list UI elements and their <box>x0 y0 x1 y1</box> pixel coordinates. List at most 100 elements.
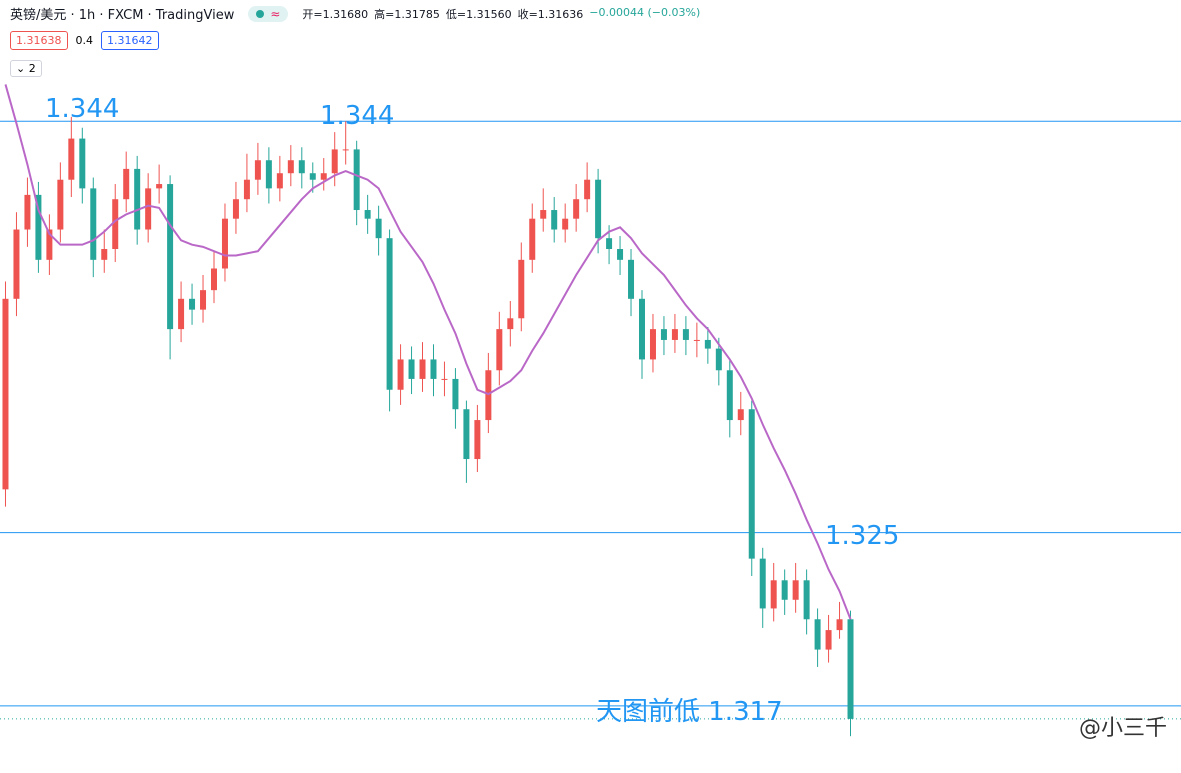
indicator-toggle[interactable]: ⌄ 2 <box>10 60 42 77</box>
candle-body <box>737 409 744 421</box>
candle-body <box>375 218 382 239</box>
candle-body <box>2 298 9 490</box>
spread: 0.4 <box>75 34 94 47</box>
candle-body <box>79 138 86 189</box>
candle-body <box>24 194 31 230</box>
candle-body <box>320 173 327 180</box>
candle-body <box>419 359 426 379</box>
close: 收=1.31636 <box>517 7 584 21</box>
candle-body <box>803 580 810 620</box>
candle-body <box>496 329 503 371</box>
candle-body <box>353 149 360 211</box>
candle-body <box>298 160 305 174</box>
candle-body <box>156 184 163 189</box>
annotation: 1.344 <box>320 101 394 131</box>
candle-body <box>529 218 536 260</box>
candle-body <box>287 160 294 174</box>
candle-body <box>134 168 141 230</box>
candle-body <box>606 238 613 250</box>
candle-body <box>342 149 349 151</box>
candle-body <box>254 160 261 180</box>
candle-body <box>639 298 645 360</box>
candle-body <box>167 184 174 330</box>
candle-body <box>781 580 788 600</box>
quote-row: 1.31638 0.4 1.31642 <box>10 31 159 50</box>
candle-body <box>595 179 602 239</box>
candle-body <box>715 348 722 371</box>
candle-body <box>485 370 492 421</box>
candle-body <box>276 173 283 189</box>
candle-body <box>748 409 755 559</box>
candle-body <box>200 290 207 310</box>
change: −0.00044 (−0.03%) <box>589 5 701 19</box>
low: 低=1.31560 <box>445 7 512 21</box>
candle-body <box>507 318 514 330</box>
candle-body <box>628 259 635 299</box>
candle-body <box>221 218 228 269</box>
annotation: 天图前低 1.317 <box>596 697 783 727</box>
candle-body <box>331 149 338 174</box>
status[interactable]: ≈ <box>248 5 289 22</box>
candle-body <box>364 210 371 219</box>
ask[interactable]: 1.31642 <box>101 31 159 50</box>
watermark: @小三千 <box>1078 716 1167 741</box>
candle-body <box>46 229 53 260</box>
annotation: 1.325 <box>825 521 899 551</box>
candle-body <box>430 359 437 379</box>
high: 高=1.31785 <box>374 7 440 21</box>
candle-body <box>189 298 196 310</box>
candle-body <box>408 359 415 379</box>
candle-body <box>649 329 656 360</box>
candle-body <box>584 179 591 200</box>
candle-body <box>562 218 569 230</box>
candle-body <box>309 173 316 180</box>
candle-body <box>90 188 97 260</box>
ohlc: 开=1.31680 高=1.31785 低=1.31560 收=1.31636 … <box>302 6 700 22</box>
candle-body <box>243 179 250 200</box>
header: 英镑/美元 · 1h · FXCM · TradingView ≈ 开=1.31… <box>10 4 700 23</box>
candle-body <box>211 268 217 291</box>
candle-body <box>693 339 700 341</box>
symbol: 英镑/美元 · 1h · FXCM · TradingView <box>10 8 235 23</box>
candle-body <box>518 259 525 319</box>
candle-body <box>68 138 75 180</box>
open: 开=1.31680 <box>302 7 369 21</box>
candle-body <box>704 339 711 349</box>
candle-body <box>726 370 733 421</box>
candle-body <box>35 194 42 260</box>
candle-body <box>540 210 547 219</box>
candle-body <box>847 619 854 719</box>
candle-body <box>101 249 108 260</box>
candle-body <box>836 619 843 631</box>
candle-body <box>825 630 832 650</box>
candle-body <box>123 168 130 200</box>
candle-body <box>178 298 185 330</box>
candle-body <box>112 199 119 250</box>
candle-body <box>792 580 799 600</box>
candle-body <box>232 199 239 219</box>
candle-body <box>474 420 481 460</box>
moving-average <box>4 84 852 620</box>
candle-body <box>265 160 272 189</box>
candle-body <box>671 329 678 340</box>
indicator-count: 2 <box>28 62 36 75</box>
candle-body <box>660 329 667 340</box>
candle-body <box>441 378 448 380</box>
candle-body <box>573 199 580 219</box>
candle-body <box>397 359 404 390</box>
candle-body <box>770 580 777 609</box>
candle-body <box>463 409 470 460</box>
candle-body <box>145 188 152 230</box>
annotation: 1.344 <box>45 94 119 124</box>
candle-body <box>551 210 558 230</box>
candle-body <box>617 249 624 260</box>
candle-body <box>57 179 64 230</box>
candle-body <box>452 378 459 410</box>
candle-body <box>13 229 20 299</box>
bid[interactable]: 1.31638 <box>10 31 68 50</box>
candle-body <box>759 558 766 609</box>
candle-body <box>386 238 393 390</box>
candle-body <box>682 329 689 340</box>
